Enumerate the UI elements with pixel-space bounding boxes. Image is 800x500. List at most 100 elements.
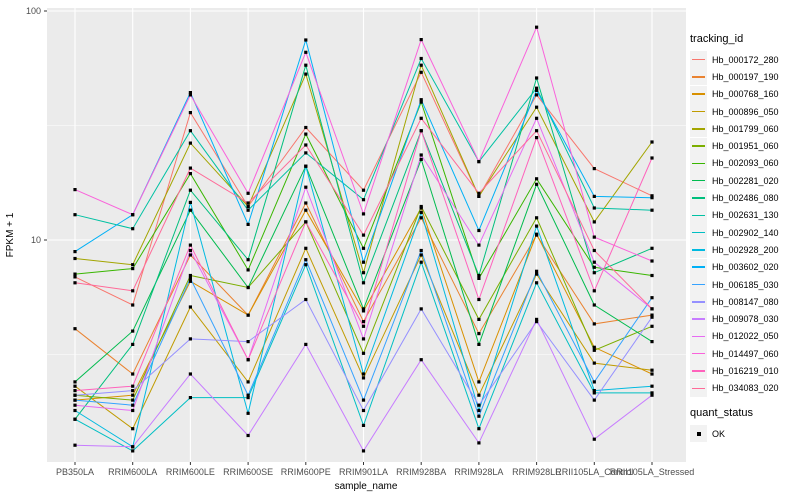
data-point-Hb_002902_140 — [304, 263, 308, 267]
line-swatch-icon — [692, 128, 705, 130]
data-point-Hb_016219_010 — [73, 389, 77, 393]
data-point-Hb_000896_050 — [650, 368, 654, 372]
legend-item-quant-ok: OK — [690, 425, 800, 443]
data-point-Hb_002631_130 — [592, 206, 596, 210]
data-point-Hb_001799_060 — [131, 263, 135, 267]
data-point-Hb_000172_280 — [361, 188, 366, 192]
data-point-Hb_000896_050 — [592, 361, 596, 365]
legend-item-label: Hb_002486_080 — [712, 193, 779, 204]
x-tick-label: RRII105LA_Stressed — [610, 467, 695, 477]
data-point-Hb_002902_140 — [650, 391, 654, 395]
data-point-Hb_002631_130 — [419, 56, 423, 61]
legend-item-label: Hb_006185_030 — [712, 279, 779, 290]
data-point-Hb_002631_130 — [535, 86, 539, 90]
point-marker-layer — [73, 25, 654, 453]
data-point-Hb_034083_020 — [592, 248, 596, 253]
y-axis-title: FPKM + 1 — [5, 212, 16, 257]
data-point-Hb_034083_020 — [131, 289, 135, 293]
legend-item-label: Hb_034083_020 — [712, 383, 779, 394]
data-point-Hb_002281_020 — [592, 303, 596, 307]
data-point-Hb_009078_030 — [73, 443, 77, 447]
legend-key-swatch — [690, 120, 707, 138]
line-swatch-icon — [692, 301, 705, 303]
x-tick-label: RRIM600PE — [281, 467, 331, 477]
data-point-Hb_000172_280 — [535, 93, 539, 97]
line-swatch-icon — [692, 283, 705, 286]
x-tick-label: RRIM600LA — [108, 467, 157, 477]
data-point-Hb_002902_140 — [246, 396, 250, 400]
data-point-Hb_034083_020 — [188, 166, 192, 170]
data-point-Hb_002928_200 — [535, 224, 539, 228]
line-swatch-icon — [692, 370, 705, 372]
data-point-Hb_002928_200 — [650, 384, 654, 388]
legend-item-label: Hb_002902_140 — [712, 227, 779, 238]
data-point-Hb_016219_010 — [361, 324, 366, 328]
data-point-Hb_000768_160 — [361, 309, 366, 313]
data-point-Hb_001951_060 — [188, 273, 192, 278]
data-point-Hb_002486_080 — [592, 271, 596, 275]
data-point-Hb_034083_020 — [419, 116, 423, 120]
data-point-Hb_016219_010 — [592, 289, 596, 293]
data-point-Hb_006185_030 — [419, 248, 423, 253]
data-point-Hb_001799_060 — [477, 194, 481, 198]
legend-item-Hb_034083_020: Hb_034083_020 — [690, 379, 800, 397]
data-point-Hb_002902_140 — [419, 260, 423, 264]
data-point-Hb_000197_190 — [361, 320, 366, 324]
data-point-Hb_014497_060 — [361, 212, 366, 216]
data-point-Hb_006185_030 — [477, 414, 481, 418]
data-point-Hb_000197_190 — [477, 332, 481, 336]
data-point-Hb_002486_080 — [477, 273, 481, 278]
data-point-Hb_006185_030 — [246, 393, 250, 397]
legend-key-swatch — [690, 310, 707, 328]
data-point-Hb_002093_060 — [592, 265, 596, 269]
data-point-Hb_008147_080 — [304, 297, 308, 302]
data-point-Hb_002093_060 — [304, 132, 308, 136]
data-point-Hb_000172_280 — [650, 194, 654, 198]
data-point-Hb_002486_080 — [188, 188, 192, 192]
data-point-Hb_002928_200 — [246, 411, 250, 415]
data-point-Hb_014497_060 — [188, 93, 192, 97]
data-point-Hb_009078_030 — [246, 433, 250, 438]
legend-item-label: Hb_002093_060 — [712, 158, 779, 169]
legend-item-label: OK — [712, 428, 726, 439]
legend-key-ok — [690, 425, 707, 443]
data-point-Hb_002281_020 — [188, 208, 192, 212]
legend-key-swatch — [690, 362, 707, 380]
data-point-Hb_000172_280 — [188, 111, 192, 115]
data-point-Hb_012022_050 — [535, 116, 539, 120]
data-point-Hb_000896_050 — [188, 305, 192, 309]
data-point-Hb_002093_060 — [419, 100, 423, 104]
line-swatch-icon — [692, 318, 705, 320]
x-axis-title: sample_name — [335, 481, 398, 492]
data-point-Hb_002902_140 — [535, 281, 539, 285]
x-tick-label: RRIM928BA — [396, 467, 446, 477]
data-point-Hb_001951_060 — [361, 351, 366, 355]
data-point-Hb_002486_080 — [304, 63, 308, 67]
data-point-Hb_002928_200 — [592, 389, 596, 393]
legend-item-label: Hb_002928_200 — [712, 244, 779, 255]
data-point-Hb_001951_060 — [650, 324, 654, 328]
data-point-Hb_003602_020 — [650, 196, 654, 200]
data-point-Hb_008147_080 — [188, 337, 192, 341]
data-point-Hb_002281_020 — [246, 285, 250, 290]
data-point-Hb_000768_160 — [304, 208, 308, 212]
data-point-Hb_014497_060 — [535, 25, 539, 29]
line-swatch-icon — [692, 179, 705, 182]
data-point-Hb_001799_060 — [246, 204, 250, 209]
legend-item-label: Hb_003602_020 — [712, 262, 779, 273]
data-point-Hb_001799_060 — [304, 72, 308, 76]
legend-key-swatch — [690, 68, 707, 86]
data-point-Hb_000896_050 — [73, 384, 77, 388]
legend-item-Hb_003602_020: Hb_003602_020 — [690, 258, 800, 276]
data-point-Hb_003602_020 — [73, 250, 77, 254]
legend-key-swatch — [690, 241, 707, 259]
data-point-Hb_002093_060 — [535, 177, 539, 181]
data-point-Hb_008147_080 — [131, 389, 135, 393]
x-tick-label: RRIM928LA — [454, 467, 503, 477]
data-point-Hb_016219_010 — [246, 358, 250, 362]
axis-layer: 100 10 PB350LA RRIM600LA RRIM600LE RRIM600SE R… — [26, 6, 694, 477]
data-point-Hb_034083_020 — [304, 143, 308, 147]
data-point-Hb_000896_050 — [361, 376, 366, 380]
data-point-Hb_002631_130 — [650, 208, 654, 212]
legend-item-Hb_002902_140: Hb_002902_140 — [690, 224, 800, 242]
